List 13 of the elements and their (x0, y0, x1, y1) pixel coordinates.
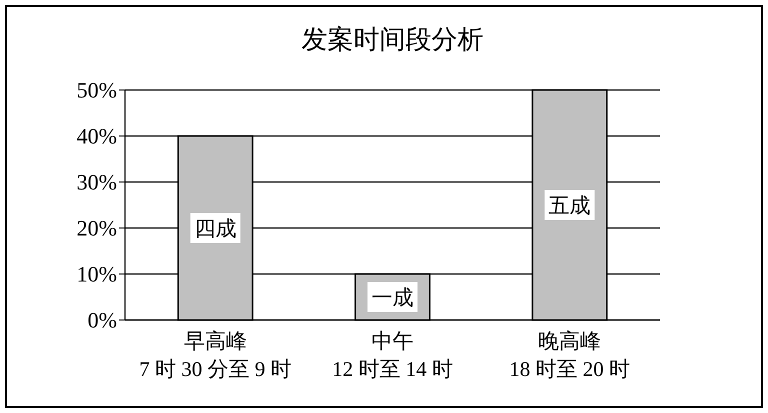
x-tick-label: 中午 12 时至 14 时 (332, 329, 453, 381)
y-tick-label: 10% (76, 262, 117, 287)
y-tick-label: 20% (76, 216, 117, 241)
data-label: 一成 (372, 285, 414, 310)
y-tick-label: 40% (76, 124, 117, 149)
y-tick-label: 30% (76, 170, 117, 195)
x-tick-label: 早高峰 7 时 30 分至 9 时 (139, 329, 292, 381)
data-label: 五成 (548, 193, 591, 218)
data-label: 四成 (194, 216, 236, 240)
y-tick-label: 0% (88, 308, 117, 333)
y-tick-label: 50% (76, 78, 117, 103)
chart-title: 发案时间段分析 (302, 25, 484, 54)
x-tick-label: 晚高峰 18 时至 20 时 (509, 329, 630, 381)
